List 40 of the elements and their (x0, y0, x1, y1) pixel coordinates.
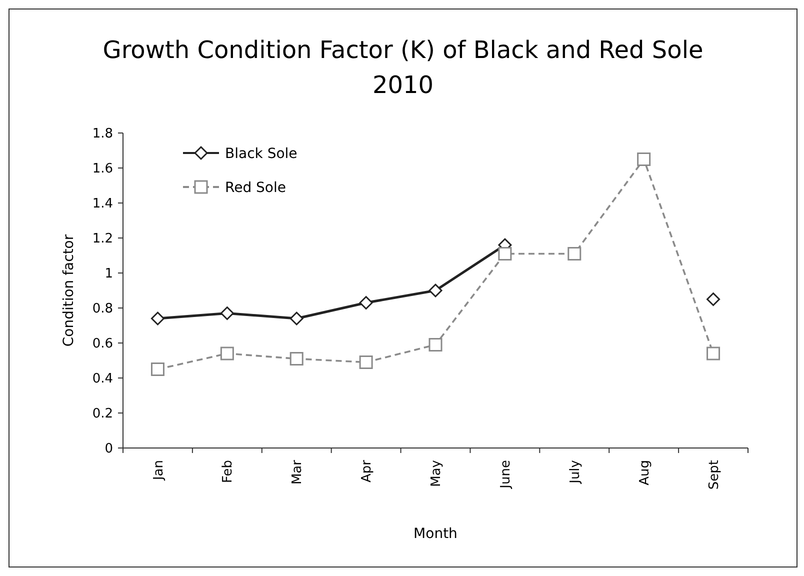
x-axis-title: Month (414, 526, 458, 542)
point (637, 152, 651, 166)
x-tick-label: Jan (151, 460, 166, 482)
legend-label: Black Sole (225, 146, 298, 162)
point (359, 296, 373, 310)
y-tick-label: 0.8 (92, 302, 113, 317)
point (428, 338, 442, 352)
y-tick-label: 1.2 (92, 232, 113, 247)
point (568, 247, 582, 260)
y-tick-label: 0.6 (92, 336, 113, 352)
chart-title: Growth Condition Factor (K) of Black and Red Sole (102, 36, 704, 64)
point (220, 306, 234, 320)
y-tick-label: 0.2 (92, 406, 113, 422)
y-tick-label: 0.4 (92, 372, 113, 387)
point (150, 312, 164, 326)
x-tick-label: Sept (706, 460, 722, 490)
point (290, 352, 304, 366)
point (706, 346, 720, 360)
y-tick-label: 1.4 (92, 196, 113, 212)
point (220, 346, 234, 360)
x-tick-label: June (498, 460, 514, 490)
x-tick-label: July (568, 460, 583, 484)
y-tick-label: 1.6 (92, 162, 113, 177)
x-tick-label: Apr (360, 459, 375, 482)
y-tick-label: 1.8 (92, 126, 113, 142)
y-axis-title: Condition factor (61, 234, 77, 347)
point (359, 356, 373, 369)
x-tick-label: Feb (220, 460, 236, 484)
y-tick-label: 0 (104, 442, 113, 457)
chart-subtitle: 2010 (372, 71, 434, 99)
x-tick-label: Mar (290, 459, 306, 485)
y-tick-label: 1 (104, 266, 113, 282)
point (706, 292, 720, 306)
x-tick-label: May (429, 460, 444, 487)
x-tick-label: Aug (637, 460, 652, 486)
point (498, 247, 512, 260)
point (290, 312, 304, 326)
point (428, 284, 442, 298)
legend-label: Red Sole (225, 180, 286, 196)
point (150, 362, 164, 376)
